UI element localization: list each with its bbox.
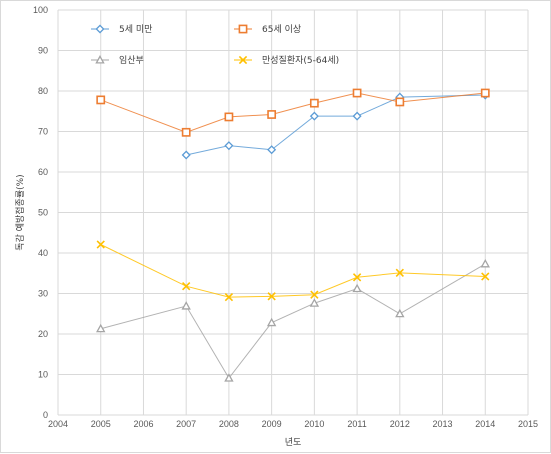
legend-item: 65세 이상 [234, 24, 301, 35]
axes: 0 10 20 30 40 50 60 70 80 90 100 2004 2005 2006 2007 20… [33, 5, 538, 429]
x-tick-label: 2006 [133, 419, 153, 429]
data-point [224, 373, 234, 382]
legend-item: 만성질환자(5-64세) [234, 54, 339, 66]
data-point [395, 308, 405, 318]
x-tick-label: 2010 [304, 419, 324, 429]
y-tick-label: 60 [38, 167, 48, 177]
series-line [100, 244, 486, 298]
y-tick-label: 20 [38, 329, 48, 339]
data-point [224, 112, 234, 122]
x-tick-label: 2012 [390, 419, 410, 429]
data-point [266, 317, 277, 327]
series-line [100, 92, 486, 133]
data-point [310, 290, 319, 299]
series-4 [96, 240, 490, 302]
data-point [395, 97, 405, 107]
x-tick-label: 2011 [347, 419, 366, 429]
gridlines [57, 9, 529, 416]
data-point [352, 88, 362, 98]
data-point [267, 145, 277, 155]
data-point [480, 258, 490, 268]
data-point [352, 283, 362, 293]
legend-label: 만성질환자(5-64세) [262, 54, 339, 66]
legend-marker [95, 55, 105, 64]
y-axis-title: 독감 예방접종률(%) [14, 174, 26, 250]
data-point [481, 272, 490, 281]
data-point [224, 141, 234, 151]
y-tick-label: 50 [38, 208, 48, 218]
y-tick-label: 100 [33, 5, 48, 15]
y-tick-label: 10 [38, 370, 48, 380]
data-point [267, 110, 277, 119]
data-point [181, 127, 191, 137]
series-line [100, 263, 486, 380]
y-tick-label: 70 [38, 127, 48, 137]
x-tick-label: 2015 [518, 419, 538, 429]
series-layer [96, 88, 490, 382]
data-point [181, 150, 191, 160]
x-tick-label: 2007 [176, 419, 196, 429]
legend-marker [238, 24, 248, 34]
data-point [181, 301, 191, 310]
x-tick-label: 2005 [91, 419, 111, 429]
data-point [480, 88, 490, 98]
data-point [96, 240, 105, 249]
data-point [267, 292, 276, 301]
series-1 [181, 90, 490, 160]
x-axis-title: 년도 [285, 437, 302, 448]
y-tick-label: 0 [43, 410, 48, 420]
x-tick-label: 2004 [48, 419, 68, 429]
legend-item: 5세 미만 [91, 24, 152, 35]
legend-label: 5세 미만 [119, 24, 152, 35]
data-point [352, 273, 362, 282]
data-point [309, 111, 319, 121]
data-point [352, 111, 362, 121]
data-point [96, 323, 106, 333]
y-tick-label: 40 [38, 248, 48, 258]
y-tick-label: 80 [38, 86, 48, 96]
series-3 [96, 258, 490, 382]
legend-marker [95, 24, 105, 34]
series-2 [96, 88, 490, 137]
legend-item: 임산부 [91, 54, 144, 66]
data-point [224, 292, 234, 302]
data-point [96, 95, 106, 105]
legend-label: 65세 이상 [262, 24, 301, 35]
data-point [309, 98, 319, 108]
data-point [182, 282, 191, 291]
x-tick-label: 2008 [219, 419, 239, 429]
y-tick-label: 30 [38, 289, 48, 299]
legend-marker [238, 55, 248, 65]
data-point [309, 298, 320, 307]
data-point [395, 268, 404, 278]
legend-label: 임산부 [119, 54, 144, 66]
y-tick-label: 90 [38, 46, 48, 56]
x-tick-label: 2009 [262, 419, 282, 429]
x-tick-label: 2014 [475, 419, 495, 429]
x-tick-label: 2013 [433, 419, 453, 429]
